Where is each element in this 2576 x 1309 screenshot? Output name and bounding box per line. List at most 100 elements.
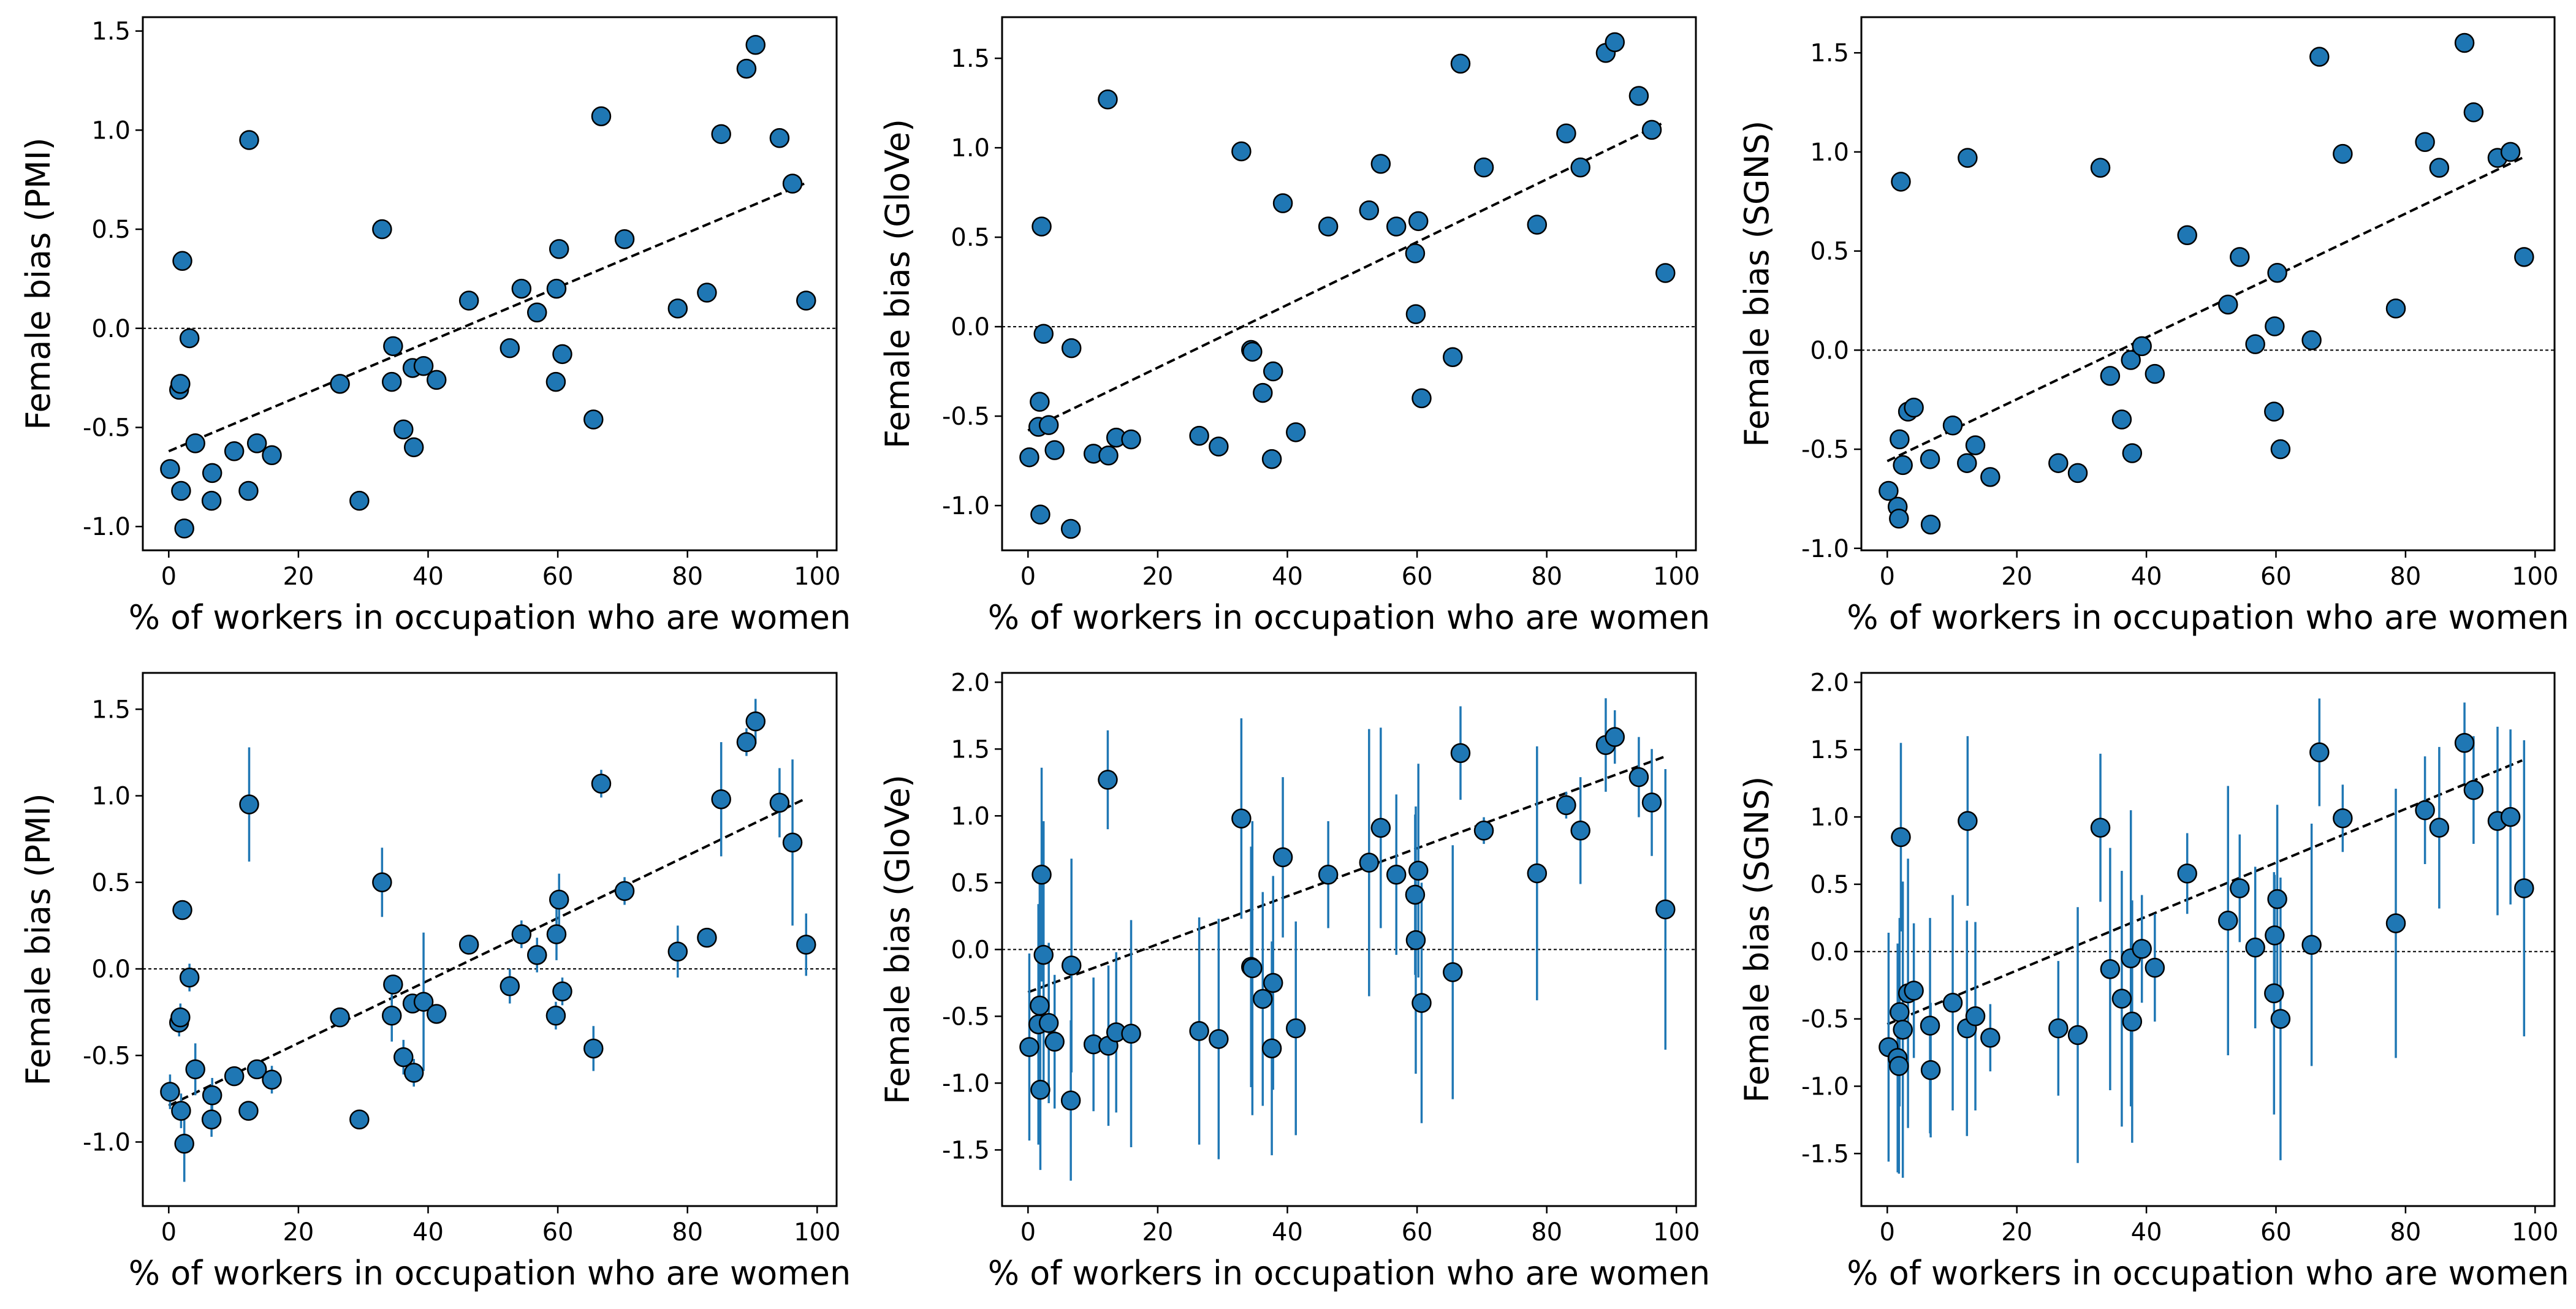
data-point xyxy=(1242,958,1263,979)
data-point xyxy=(1405,243,1426,264)
x-tick-label: 40 xyxy=(2131,1218,2162,1246)
trend-line xyxy=(1027,121,1664,432)
data-point xyxy=(382,1006,402,1026)
data-point xyxy=(2111,988,2132,1009)
data-point xyxy=(1263,973,1283,993)
data-point xyxy=(1044,1031,1065,1052)
y-axis-label: Female bias (SGNS) xyxy=(1738,776,1776,1102)
data-point xyxy=(2145,363,2165,384)
data-point xyxy=(1920,1060,1941,1080)
x-axis-label: % of workers in occupation who are women xyxy=(988,598,1711,637)
x-axis-label: % of workers in occupation who are women xyxy=(1847,1254,2569,1292)
data-point xyxy=(1893,455,1913,476)
data-point xyxy=(1272,193,1293,213)
x-tick-label: 0 xyxy=(1880,1218,1895,1246)
data-point xyxy=(393,419,414,439)
data-point xyxy=(736,58,757,79)
data-point xyxy=(382,371,402,392)
data-point xyxy=(2264,401,2284,422)
x-tick-label: 100 xyxy=(1653,563,1700,591)
data-point xyxy=(1958,811,1978,831)
data-point xyxy=(1957,453,1977,473)
x-tick-label: 100 xyxy=(794,1218,840,1246)
data-point xyxy=(2230,247,2250,267)
data-point xyxy=(1641,120,1662,140)
data-point xyxy=(1261,449,1282,469)
data-point xyxy=(1641,792,1662,813)
x-tick-label: 20 xyxy=(2001,563,2032,591)
data-point xyxy=(1272,847,1293,868)
y-tick-label: 0.5 xyxy=(1810,238,1849,266)
data-point xyxy=(1891,827,1911,848)
y-tick-label: -1.0 xyxy=(83,513,131,541)
data-point xyxy=(1408,860,1429,881)
trend-line xyxy=(1886,759,2523,1026)
data-point xyxy=(1527,214,1548,235)
data-point xyxy=(1285,1018,1306,1039)
y-tick-label: 1.0 xyxy=(91,783,131,811)
data-point xyxy=(2067,463,2088,484)
data-point xyxy=(614,229,635,249)
data-point xyxy=(246,433,267,453)
data-point xyxy=(393,1047,414,1068)
y-tick-label: 1.0 xyxy=(951,134,990,162)
data-point xyxy=(238,1101,259,1121)
data-point xyxy=(2454,32,2475,53)
data-point xyxy=(1556,123,1576,144)
data-point xyxy=(2463,780,2484,800)
data-point xyxy=(1655,263,1676,283)
data-point xyxy=(1038,415,1059,435)
data-point xyxy=(1189,425,1209,446)
data-point xyxy=(2514,247,2534,267)
y-tick-label: -1.0 xyxy=(1801,1072,1849,1101)
x-axis-label: % of workers in occupation who are women xyxy=(129,1254,851,1292)
data-point xyxy=(1890,429,1910,450)
data-point xyxy=(238,480,259,501)
data-point xyxy=(174,1134,194,1154)
x-tick-label: 100 xyxy=(794,563,840,591)
y-tick-label: -1.5 xyxy=(942,1136,990,1164)
data-point xyxy=(239,794,259,814)
data-point xyxy=(160,459,180,479)
data-point xyxy=(1605,32,1625,53)
data-point xyxy=(745,35,766,55)
data-point xyxy=(2429,157,2450,178)
data-point xyxy=(239,130,259,150)
data-point xyxy=(552,344,572,365)
data-point xyxy=(2122,443,2143,463)
data-point xyxy=(782,173,803,194)
data-point xyxy=(2385,298,2406,319)
y-tick-label: -1.0 xyxy=(942,492,990,520)
data-point xyxy=(1030,504,1051,525)
x-tick-label: 60 xyxy=(2260,1218,2292,1246)
y-tick-label: -1.0 xyxy=(1801,535,1849,563)
x-tick-label: 20 xyxy=(1142,1218,1173,1246)
x-tick-label: 80 xyxy=(2390,1218,2421,1246)
trend-line xyxy=(168,182,805,453)
data-point xyxy=(174,518,194,539)
data-point xyxy=(2270,439,2291,460)
y-tick-label: 1.0 xyxy=(1810,803,1849,832)
x-tick-label: 80 xyxy=(1531,1218,1562,1246)
data-point xyxy=(1386,216,1407,237)
data-point xyxy=(1443,962,1463,982)
data-point xyxy=(2500,142,2521,162)
data-point xyxy=(171,1101,191,1121)
data-point xyxy=(349,490,370,511)
x-tick-label: 40 xyxy=(2131,563,2162,591)
data-point xyxy=(185,1059,205,1080)
data-point xyxy=(1038,1013,1059,1033)
y-tick-label: 2.0 xyxy=(1810,669,1849,697)
data-point xyxy=(1893,1019,1913,1040)
data-point xyxy=(1942,415,1963,436)
data-point xyxy=(2121,350,2141,370)
data-point xyxy=(769,128,790,148)
data-point xyxy=(1889,1056,1909,1076)
data-point xyxy=(1405,930,1426,950)
data-point xyxy=(2218,294,2238,315)
y-tick-label: 1.5 xyxy=(1810,736,1849,764)
data-point xyxy=(1098,89,1118,110)
data-point xyxy=(413,355,434,376)
